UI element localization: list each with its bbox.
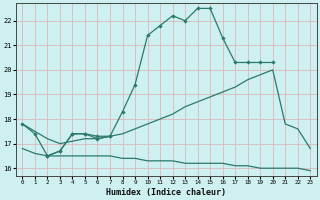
X-axis label: Humidex (Indice chaleur): Humidex (Indice chaleur) xyxy=(106,188,226,197)
